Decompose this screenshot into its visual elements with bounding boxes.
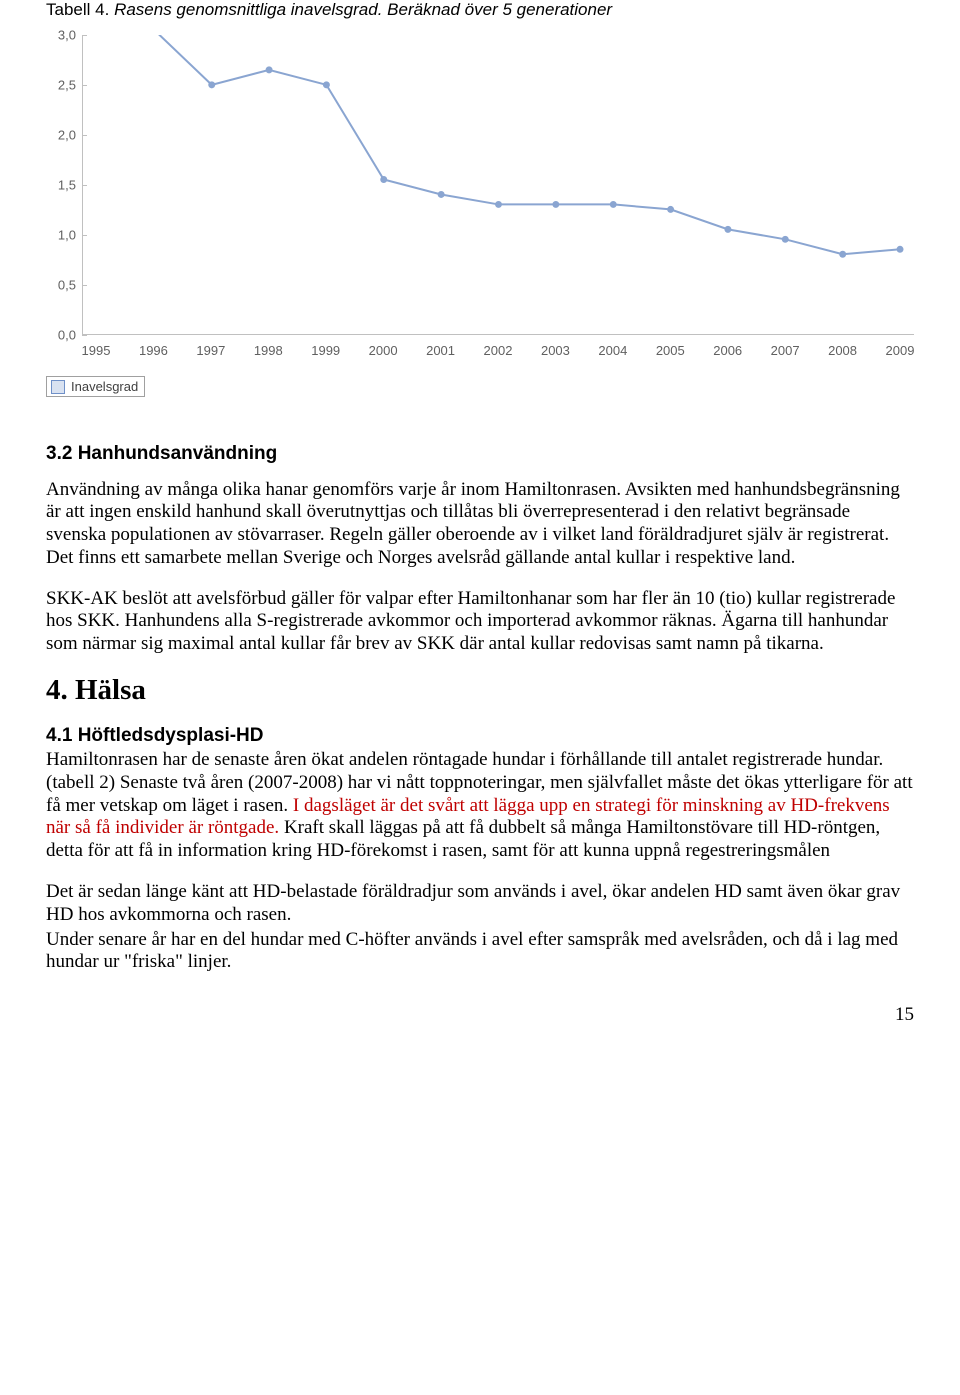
caption-label: Tabell 4. (46, 0, 109, 19)
chart-series-marker (552, 201, 559, 208)
chart-x-tick-label: 1999 (311, 343, 340, 358)
chart-legend: Inavelsgrad (46, 376, 145, 397)
chart-series-marker (782, 236, 789, 243)
chart-x-tick-label: 1997 (196, 343, 225, 358)
chart-y-tick-label: 0,0 (46, 328, 76, 343)
legend-swatch (51, 380, 65, 394)
chart-series-marker (323, 81, 330, 88)
chart-y-tick-mark (82, 135, 87, 136)
caption-text: Rasens genomsnittliga inavelsgrad. Beräk… (114, 0, 612, 19)
line-chart: 0,0 0,5 1,0 1,5 2,0 2,5 3,0 1995 1996 1997 1998 199… (46, 30, 914, 370)
chart-x-tick-label: 2001 (426, 343, 455, 358)
chart-series-marker (266, 66, 273, 73)
chart-series-marker (667, 206, 674, 213)
chart-x-tick-label: 2003 (541, 343, 570, 358)
chart-series-marker (839, 251, 846, 258)
chart-x-tick-label: 2007 (771, 343, 800, 358)
heading-4-1: 4.1 Höftledsdysplasi-HD (46, 725, 914, 747)
chart-x-tick-label: 2000 (369, 343, 398, 358)
chart-x-tick-label: 2002 (484, 343, 513, 358)
chart-series-marker (724, 226, 731, 233)
chart-y-tick-mark (82, 35, 87, 36)
chart-x-tick-label: 2005 (656, 343, 685, 358)
chart-y-tick-mark (82, 185, 87, 186)
chart-y-tick-mark (82, 285, 87, 286)
chart-series-line (97, 35, 900, 254)
para-4-1-a: Hamiltonrasen har de senaste åren ökat a… (46, 749, 914, 863)
para-3-2-a: Användning av många olika hanar genomför… (46, 479, 914, 570)
chart-x-tick-label: 2008 (828, 343, 857, 358)
page-number: 15 (46, 1004, 914, 1026)
chart-x-tick-label: 2009 (886, 343, 915, 358)
chart-x-tick-label: 1998 (254, 343, 283, 358)
chart-series-marker (495, 201, 502, 208)
para-4-1-c: Under senare år har en del hundar med C-… (46, 929, 914, 975)
heading-3-2: 3.2 Hanhundsanvändning (46, 443, 914, 465)
table-caption: Tabell 4. Rasens genomsnittliga inavelsg… (46, 0, 914, 20)
chart-series-marker (438, 191, 445, 198)
chart-y-tick-label: 1,0 (46, 228, 76, 243)
chart-y-tick-label: 0,5 (46, 278, 76, 293)
chart-y-tick-mark (82, 335, 87, 336)
chart-container: 0,0 0,5 1,0 1,5 2,0 2,5 3,0 1995 1996 1997 1998 199… (46, 30, 914, 399)
chart-plot-area (82, 35, 914, 335)
para-4-1-b: Det är sedan länge känt att HD-belastade… (46, 881, 914, 927)
chart-y-tick-label: 2,5 (46, 78, 76, 93)
legend-label: Inavelsgrad (71, 379, 138, 394)
chart-series-marker (610, 201, 617, 208)
chart-x-tick-label: 1995 (82, 343, 111, 358)
heading-4: 4. Hälsa (46, 674, 914, 707)
chart-series-marker (380, 176, 387, 183)
para-3-2-b: SKK-AK beslöt att avelsförbud gäller för… (46, 588, 914, 656)
chart-x-tick-label: 2004 (598, 343, 627, 358)
chart-y-tick-label: 1,5 (46, 178, 76, 193)
chart-series-marker (897, 246, 904, 253)
chart-x-tick-label: 1996 (139, 343, 168, 358)
chart-y-tick-label: 3,0 (46, 28, 76, 43)
chart-y-tick-mark (82, 235, 87, 236)
chart-series-marker (208, 81, 215, 88)
chart-y-tick-mark (82, 85, 87, 86)
chart-line-svg (83, 35, 914, 334)
chart-x-tick-label: 2006 (713, 343, 742, 358)
chart-y-tick-label: 2,0 (46, 128, 76, 143)
